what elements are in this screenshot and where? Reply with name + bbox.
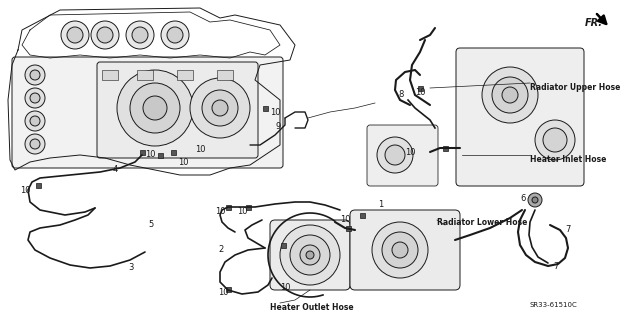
Circle shape [372,222,428,278]
Bar [170,150,175,154]
Text: 8: 8 [398,90,403,99]
Bar [346,226,351,231]
Circle shape [528,193,542,207]
Circle shape [532,197,538,203]
Circle shape [167,27,183,43]
Bar [360,212,365,218]
Circle shape [30,116,40,126]
Circle shape [300,245,320,265]
Text: 10: 10 [405,148,415,157]
Circle shape [161,21,189,49]
Circle shape [130,83,180,133]
Bar [225,204,230,210]
Text: 10: 10 [218,288,228,297]
Bar [35,182,40,188]
Bar [140,150,145,154]
Circle shape [543,128,567,152]
Circle shape [482,67,538,123]
Text: 10: 10 [280,283,291,292]
Text: 10: 10 [237,207,248,216]
Text: 10: 10 [415,88,426,97]
Text: Radiator Upper Hose: Radiator Upper Hose [530,83,620,92]
Text: 10: 10 [145,150,156,159]
Text: 5: 5 [148,220,153,229]
Circle shape [377,137,413,173]
Text: 10: 10 [178,158,189,167]
Bar [102,70,118,80]
FancyBboxPatch shape [270,220,350,290]
FancyBboxPatch shape [367,125,438,186]
Bar [157,152,163,158]
Circle shape [25,65,45,85]
Text: 10: 10 [20,186,31,195]
Circle shape [97,27,113,43]
Circle shape [190,78,250,138]
Circle shape [535,120,575,160]
Circle shape [67,27,83,43]
Bar [137,70,153,80]
Circle shape [492,77,528,113]
Circle shape [385,145,405,165]
Bar [246,204,250,210]
Circle shape [306,251,314,259]
Bar [262,106,268,110]
Circle shape [382,232,418,268]
Bar [417,85,422,91]
Text: 10: 10 [270,108,280,117]
Circle shape [126,21,154,49]
Circle shape [132,27,148,43]
Text: 10: 10 [195,145,205,154]
Circle shape [30,70,40,80]
Circle shape [91,21,119,49]
Text: 9: 9 [275,122,280,131]
Circle shape [212,100,228,116]
Text: 3: 3 [128,263,133,272]
Circle shape [30,93,40,103]
Circle shape [290,235,330,275]
Text: 10: 10 [215,207,225,216]
Circle shape [25,134,45,154]
Text: 7: 7 [565,225,570,234]
Circle shape [143,96,167,120]
Text: 1: 1 [378,200,383,209]
Circle shape [25,88,45,108]
Text: Heater Inlet Hose: Heater Inlet Hose [530,155,606,164]
Text: 7: 7 [553,262,558,271]
Circle shape [117,70,193,146]
Circle shape [25,111,45,131]
Circle shape [502,87,518,103]
Bar [217,70,233,80]
Text: 2: 2 [218,245,223,254]
Circle shape [61,21,89,49]
FancyBboxPatch shape [12,57,283,168]
FancyBboxPatch shape [456,48,584,186]
Text: Radiator Lower Hose: Radiator Lower Hose [437,218,527,227]
Circle shape [30,139,40,149]
Text: 4: 4 [113,165,118,174]
Bar [177,70,193,80]
Bar [442,145,447,151]
FancyBboxPatch shape [350,210,460,290]
Text: SR33-61510C: SR33-61510C [530,302,578,308]
Text: 10: 10 [340,215,351,224]
Bar [225,286,230,292]
Text: FR.: FR. [585,18,603,28]
Text: 6: 6 [520,194,525,203]
Circle shape [280,225,340,285]
Circle shape [202,90,238,126]
Circle shape [392,242,408,258]
Text: Heater Outlet Hose: Heater Outlet Hose [270,303,354,312]
Bar [280,242,285,248]
FancyBboxPatch shape [97,62,258,158]
